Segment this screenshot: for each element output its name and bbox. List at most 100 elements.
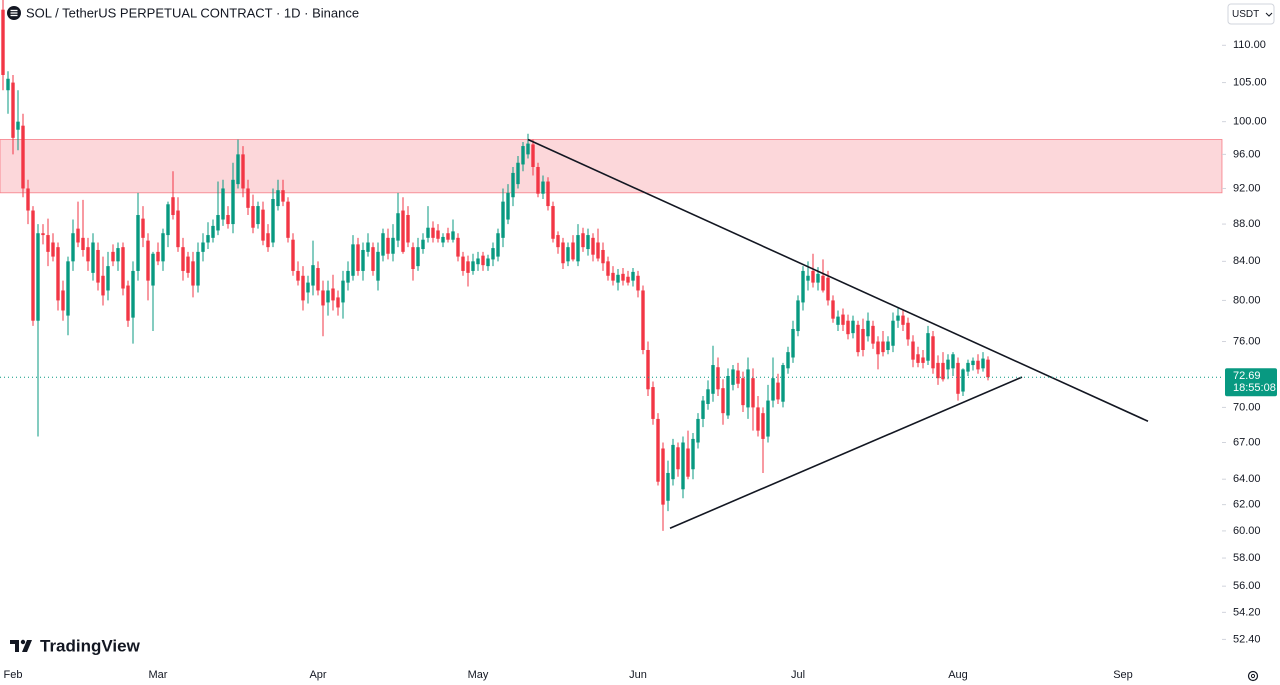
x-tick-label: Jun [629, 669, 647, 681]
y-tick-label: 88.00 [1233, 218, 1261, 230]
candle-body [756, 407, 760, 431]
candle-body [86, 247, 90, 262]
candle-body [621, 273, 625, 281]
candle-body [911, 341, 915, 360]
settings-button[interactable] [1247, 670, 1259, 682]
candle-body [651, 387, 655, 419]
settings-gear[interactable] [1247, 670, 1259, 682]
candle-body [926, 333, 930, 361]
candle-body [806, 275, 810, 281]
candle-body [201, 242, 205, 252]
brand-logo: TradingView [10, 636, 141, 655]
y-tick-label: 96.00 [1233, 148, 1261, 160]
chevron[interactable] [1265, 12, 1273, 17]
candle-body [901, 315, 905, 325]
plot-area [0, 0, 1223, 531]
y-tick-label: 80.00 [1233, 294, 1261, 306]
candle-body [881, 341, 885, 353]
candle-body [166, 204, 170, 236]
candle-body [946, 359, 950, 370]
candle-body [536, 166, 540, 194]
brand-name: TradingView [40, 636, 141, 655]
y-tick-label: 56.00 [1233, 580, 1261, 592]
candle-body [321, 290, 325, 306]
candle-body [606, 261, 610, 276]
candle-body [616, 274, 620, 283]
candle-body [476, 258, 480, 265]
candle-body [626, 276, 630, 283]
candle-body [456, 237, 460, 257]
candle-body [891, 320, 895, 346]
x-tick-label: Apr [309, 669, 326, 681]
candle-body [641, 290, 645, 350]
candle-body [746, 369, 750, 408]
candle-body [866, 320, 870, 337]
candle-body [291, 239, 295, 271]
candle-body [951, 354, 955, 369]
candle-body [556, 235, 560, 248]
candle-body [16, 121, 20, 130]
candle-body [281, 190, 285, 202]
candle-body [836, 316, 840, 325]
settings-gear-center[interactable] [1250, 673, 1256, 679]
candle-body [796, 300, 800, 332]
candle-body [581, 233, 585, 248]
candle-body [516, 162, 520, 185]
symbol-icon [7, 6, 21, 20]
candle-body [231, 179, 235, 225]
candle-body [401, 210, 405, 252]
candle-body [71, 233, 75, 262]
y-tick-label: 76.00 [1233, 335, 1261, 347]
candle-body [301, 275, 305, 301]
candle-body [121, 247, 125, 289]
candle-body [161, 233, 165, 262]
candle-body [981, 358, 985, 369]
currency-selector-box[interactable] [1227, 3, 1275, 25]
candle-body [906, 322, 910, 340]
logo-mark [20, 639, 26, 645]
y-tick-label: 92.00 [1233, 182, 1261, 194]
candle-body [36, 233, 40, 321]
candle-body [541, 181, 545, 194]
candle-body [131, 270, 135, 318]
candle-body [986, 359, 990, 378]
candle-body [811, 270, 815, 283]
candle-body [871, 325, 875, 344]
candle-body [251, 206, 255, 228]
candle-body [736, 370, 740, 384]
candle-body [316, 268, 320, 291]
candle-body [686, 448, 690, 477]
candle-body [376, 251, 380, 281]
candle-body [11, 82, 15, 138]
candle-body [311, 265, 315, 286]
candle-body [206, 235, 210, 243]
resistance-zone [0, 139, 1223, 194]
candle-body [956, 362, 960, 394]
candle-body [816, 273, 820, 283]
candle-body [426, 227, 430, 238]
candle-body [561, 242, 565, 264]
candle-body [856, 324, 860, 353]
candle-body [386, 237, 390, 254]
candle-body [511, 172, 515, 198]
candle-body [356, 244, 360, 271]
currency-selector[interactable]: USDT [1227, 3, 1275, 25]
candle-body [111, 251, 115, 262]
candle-body [441, 236, 445, 243]
candle-body [91, 242, 95, 273]
candle-body [446, 233, 450, 240]
y-tick-label: 52.40 [1233, 633, 1261, 645]
candle-body [761, 413, 765, 439]
candle-body [776, 382, 780, 400]
currency-label[interactable]: USDT [1232, 9, 1259, 20]
x-tick-label: Jul [791, 669, 805, 681]
candle-body [611, 272, 615, 281]
candle-body [351, 244, 355, 276]
candle-body [221, 188, 225, 220]
candle-body [151, 253, 155, 286]
candle-body [931, 336, 935, 369]
candle-body [546, 181, 550, 207]
candle-body [666, 472, 670, 501]
countdown-label: 18:55:08 [1233, 382, 1276, 394]
